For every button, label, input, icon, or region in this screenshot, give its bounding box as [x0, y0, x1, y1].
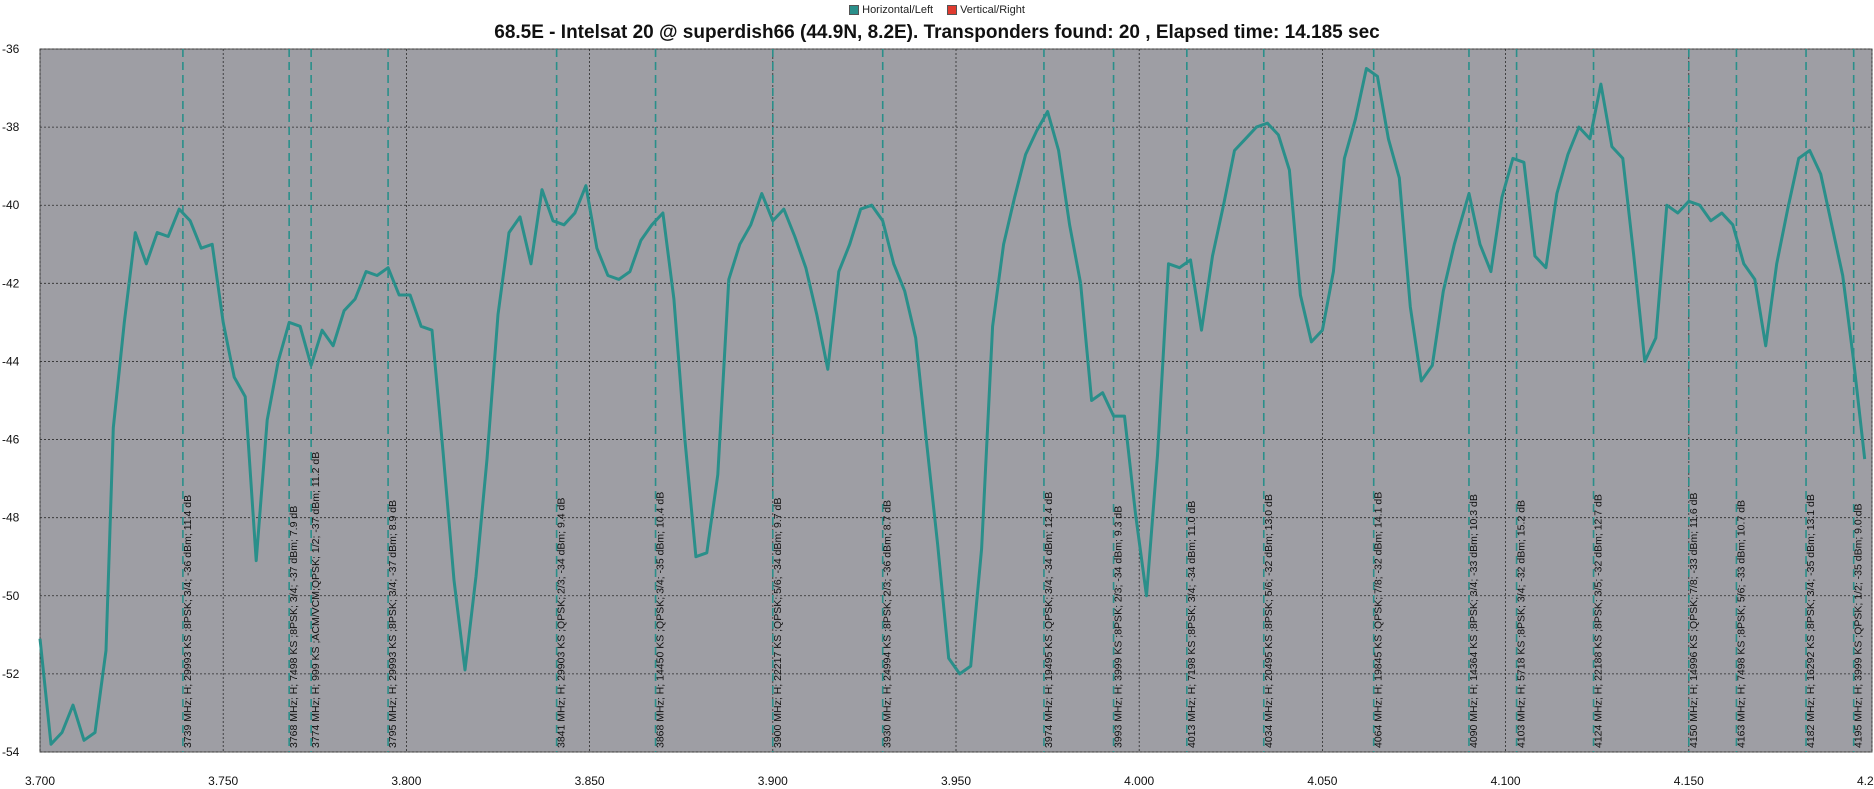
transponder-label: 3974 MHz; H; 19495 KS ;QPSK; 3/4; -34 dB…	[1043, 492, 1055, 748]
transponder-label: 4182 MHz; H; 16292 KS ;8PSK; 3/4; -35 dB…	[1805, 494, 1817, 748]
transponder-label: 4013 MHz; H; 7198 KS ;8PSK; 3/4; -34 dBm…	[1186, 501, 1198, 748]
y-tick-label: -52	[2, 667, 20, 681]
transponder-label: 4064 MHz; H; 19845 KS ;QPSK; 7/8; -32 dB…	[1373, 492, 1385, 748]
y-tick-label: -42	[2, 276, 20, 290]
y-tick-label: -46	[2, 433, 20, 447]
transponder-label: 4150 MHz; H; 14996 KS ;QPSK; 7/8; -33 dB…	[1688, 493, 1700, 748]
legend-label-vertical: Vertical/Right	[960, 4, 1025, 16]
legend-label-horizontal: Horizontal/Left	[862, 4, 934, 16]
x-tick-label: 3.700	[25, 774, 55, 788]
legend-item-horizontal[interactable]: Horizontal/Left	[849, 2, 933, 18]
x-tick-label: 3.800	[391, 774, 421, 788]
transponder-label: 4103 MHz; H; 5718 KS ;8PSK; 3/4; -32 dBm…	[1516, 500, 1528, 748]
transponder-label: 4163 MHz; H; 7498 KS ;8PSK; 5/6; -33 dBm…	[1735, 500, 1747, 748]
transponder-label: 3993 MHz; H; 3999 KS ;8PSK; 2/3; -34 dBm…	[1113, 506, 1125, 748]
y-tick-label: -54	[2, 745, 20, 759]
transponder-label: 3795 MHz; H; 29993 KS ;8PSK; 3/4; -37 dB…	[387, 500, 399, 748]
x-tick-label: 4.050	[1307, 774, 1337, 788]
y-tick-label: -48	[2, 511, 20, 525]
transponder-label: 3739 MHz; H; 29993 KS ;8PSK; 3/4; -36 dB…	[182, 495, 194, 748]
legend-swatch-vertical	[947, 5, 958, 15]
transponder-label: 3868 MHz; H; 14450 KS ;QPSK; 3/4; -35 dB…	[655, 492, 667, 748]
x-tick-label: 3.750	[208, 774, 238, 788]
transponder-label: 4195 MHz; H; 3999 KS ;QPSK; 1/2; -35 dBm…	[1853, 503, 1865, 748]
chart-legend: Horizontal/Left Vertical/Right	[0, 2, 1874, 18]
transponder-label: 3768 MHz; H; 7498 KS ;8PSK; 3/4; -37 dBm…	[288, 506, 300, 748]
y-tick-label: -36	[2, 42, 20, 56]
x-tick-label: 3.950	[941, 774, 971, 788]
transponder-label: 4090 MHz; H; 14364 KS ;8PSK; 3/4; -33 dB…	[1468, 494, 1480, 748]
transponder-label: 3841 MHz; H; 29903 KS ;QPSK; 2/3; -34 dB…	[556, 498, 568, 748]
transponder-label: 4034 MHz; H; 20495 KS ;8PSK; 5/6; -32 dB…	[1263, 494, 1275, 748]
transponder-label: 3930 MHz; H; 24994 KS ;8PSK; 2/3; -36 dB…	[882, 500, 894, 748]
x-tick-label: 4.000	[1124, 774, 1154, 788]
y-tick-label: -44	[2, 354, 20, 368]
legend-item-vertical[interactable]: Vertical/Right	[947, 2, 1025, 18]
x-tick-label: 3.900	[758, 774, 788, 788]
x-tick-label: 4.100	[1491, 774, 1521, 788]
transponder-label: 4124 MHz; H; 22188 KS ;8PSK; 3/5; -32 dB…	[1593, 494, 1605, 748]
y-tick-label: -38	[2, 120, 20, 134]
transponder-label: 3900 MHz; H; 22217 KS ;QPSK; 5/6; -34 dB…	[772, 498, 784, 748]
y-tick-label: -40	[2, 198, 20, 212]
transponder-label: 3774 MHz; H; 999 KS ;ACM/VCM;QPSK; 1/2; …	[310, 452, 322, 748]
chart-title: 68.5E - Intelsat 20 @ superdish66 (44.9N…	[494, 22, 1380, 43]
x-tick-label: 4.150	[1674, 774, 1704, 788]
legend-swatch-horizontal	[849, 5, 860, 15]
x-tick-label: 4.200	[1857, 774, 1874, 788]
x-tick-label: 3.850	[575, 774, 605, 788]
y-tick-label: -50	[2, 589, 20, 603]
